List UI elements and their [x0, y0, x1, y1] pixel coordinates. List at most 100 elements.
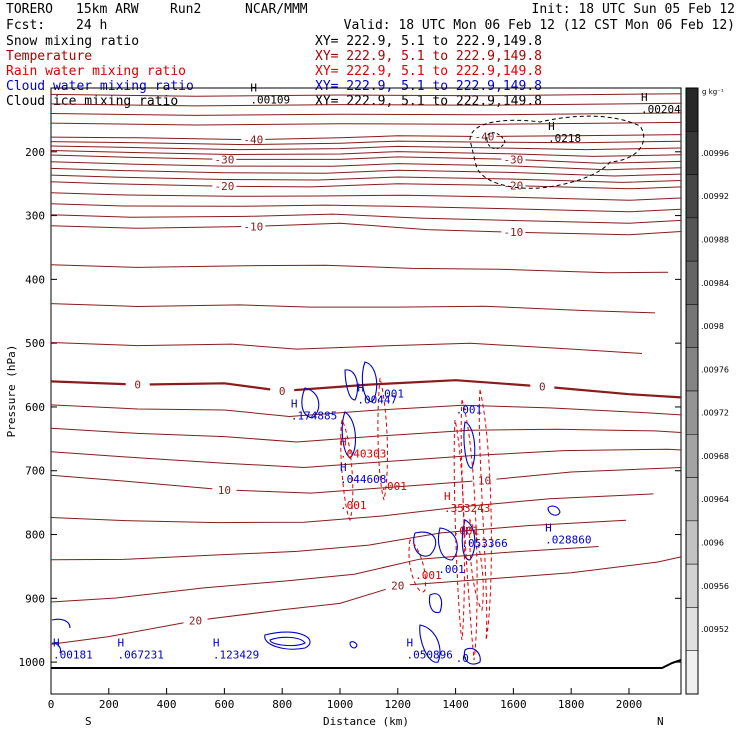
- cloud-ice-contour: [486, 132, 506, 149]
- colorbar-label: .00952: [701, 625, 729, 634]
- cloud-water-contour: [437, 527, 458, 561]
- contour-label-bg: [125, 378, 150, 390]
- contour-label-bg: [472, 130, 497, 142]
- maximum-marker: H: [406, 637, 413, 650]
- temperature-contour-minor: [50, 121, 682, 126]
- maximum-marker: H: [461, 525, 468, 538]
- temperature-contour-minor: [50, 427, 682, 443]
- contour-value-label: .001: [456, 403, 483, 416]
- maximum-value-label: .053366: [461, 537, 507, 550]
- maximum-value-label: .044608: [340, 473, 386, 486]
- x-tick-label: 2000: [616, 698, 643, 711]
- temperature-contour: [50, 556, 682, 645]
- colorbar-swatch: [685, 87, 699, 132]
- temperature-contour-label: 0: [134, 379, 141, 392]
- temperature-contour-minor: [50, 404, 682, 418]
- colorbar-swatch: [685, 260, 699, 305]
- colorbar-label: .00972: [701, 409, 729, 418]
- maximum-value-label: .050896: [406, 649, 452, 662]
- x-end-label-left: S: [85, 715, 92, 728]
- maximum-marker: H: [53, 637, 60, 650]
- cloud-water-contour: [463, 647, 481, 665]
- header-valid: Valid: 18 UTC Mon 06 Feb 12 (12 CST Mon …: [344, 18, 735, 33]
- contour-value-label: .001: [340, 499, 367, 512]
- temperature-contour-minor: [50, 112, 682, 116]
- temperature-contour-label: 20: [189, 615, 202, 628]
- y-tick-label: 400: [25, 273, 45, 286]
- terrain-surface: [51, 659, 682, 669]
- cloud-water-contour: [269, 636, 306, 647]
- maximum-marker: H: [641, 91, 648, 104]
- temperature-contour-label: -20: [503, 180, 523, 193]
- maximum-marker: H: [548, 120, 555, 133]
- maximum-value-label: .00109: [250, 94, 290, 107]
- cloud-water-contour: [51, 642, 62, 654]
- colorbar-swatch: [685, 390, 699, 435]
- y-tick-label: 1000: [19, 656, 46, 669]
- colorbar-label: .00992: [701, 192, 729, 201]
- header-run: Run2: [170, 2, 201, 17]
- cloud-water-contour: [264, 631, 311, 650]
- legend-item-xy: XY= 222.9, 5.1 to 222.9,149.8: [315, 94, 542, 109]
- colorbar-label: .00968: [701, 452, 729, 461]
- x-tick-label: 1200: [385, 698, 412, 711]
- cloud-water-contour: [51, 618, 71, 629]
- maximum-marker: H: [213, 637, 220, 650]
- cloud-water-contour: [428, 593, 443, 614]
- y-tick-label: 800: [25, 529, 45, 542]
- x-tick-label: 600: [214, 698, 234, 711]
- legend-item-xy: XY= 222.9, 5.1 to 222.9,149.8: [315, 79, 542, 94]
- header-init: Init: 18 UTC Sun 05 Feb 12: [532, 2, 736, 17]
- maximum-marker: H: [545, 522, 552, 535]
- header-center: NCAR/MMM: [245, 2, 308, 17]
- temperature-contour-minor: [50, 167, 682, 177]
- contour-label-bg: [501, 179, 526, 191]
- colorbar-label: .0098: [701, 322, 724, 331]
- header-fcst-value: 24 h: [76, 18, 107, 33]
- temperature-contour-minor: [50, 140, 682, 146]
- colorbar-label: .00976: [701, 365, 729, 374]
- x-tick-label: 1600: [500, 698, 527, 711]
- x-end-label-right: N: [657, 715, 664, 728]
- contour-label-bg: [270, 385, 295, 396]
- header-fcst-label: Fcst:: [6, 18, 45, 33]
- colorbar-label: .00996: [701, 149, 729, 158]
- colorbar-swatch: [685, 174, 699, 219]
- maximum-value-label: .040303: [340, 448, 386, 461]
- maximum-value-label: .353243: [444, 502, 490, 515]
- temperature-contour: [50, 379, 682, 399]
- y-tick-label: 200: [25, 146, 45, 159]
- temperature-contour-minor: [50, 519, 627, 561]
- cloud-water-contour: [461, 519, 476, 561]
- maximum-value-label: .067231: [117, 649, 163, 662]
- temperature-contour-label: 20: [391, 580, 404, 593]
- temperature-contour-minor: [50, 546, 599, 603]
- temperature-contour-minor: [50, 192, 682, 201]
- temperature-contour-label: 10: [478, 474, 491, 487]
- colorbar-swatch: [685, 434, 699, 478]
- colorbar-swatch: [685, 650, 699, 695]
- x-tick-label: 1800: [558, 698, 585, 711]
- contour-label-bg: [241, 133, 266, 145]
- maximum-value-label: .0218: [548, 132, 581, 145]
- legend-item-name: Temperature: [6, 49, 92, 64]
- plot-frame: [50, 87, 682, 695]
- colorbar-swatch: [685, 563, 699, 608]
- legend-item-name: Cloud ice mixing ratio: [6, 94, 178, 109]
- temperature-contour-minor: [50, 145, 682, 151]
- temperature-contour-minor: [50, 493, 654, 524]
- x-tick-label: 1400: [442, 698, 469, 711]
- temperature-contour-minor: [50, 342, 643, 354]
- temperature-contour-minor: [50, 102, 682, 107]
- colorbar-label: .0096: [701, 539, 724, 548]
- maximum-value-label: .123429: [213, 649, 259, 662]
- colorbar-swatch: [685, 520, 699, 565]
- maximum-marker: H: [117, 637, 124, 650]
- temperature-contour: [50, 154, 682, 164]
- contour-label-bg: [183, 614, 208, 626]
- y-tick-label: 900: [25, 592, 45, 605]
- colorbar-swatch: [685, 607, 699, 651]
- temperature-contour-label: -10: [243, 220, 263, 233]
- temperature-contour-label: -40: [475, 130, 495, 143]
- rain-water-contour: [478, 389, 492, 641]
